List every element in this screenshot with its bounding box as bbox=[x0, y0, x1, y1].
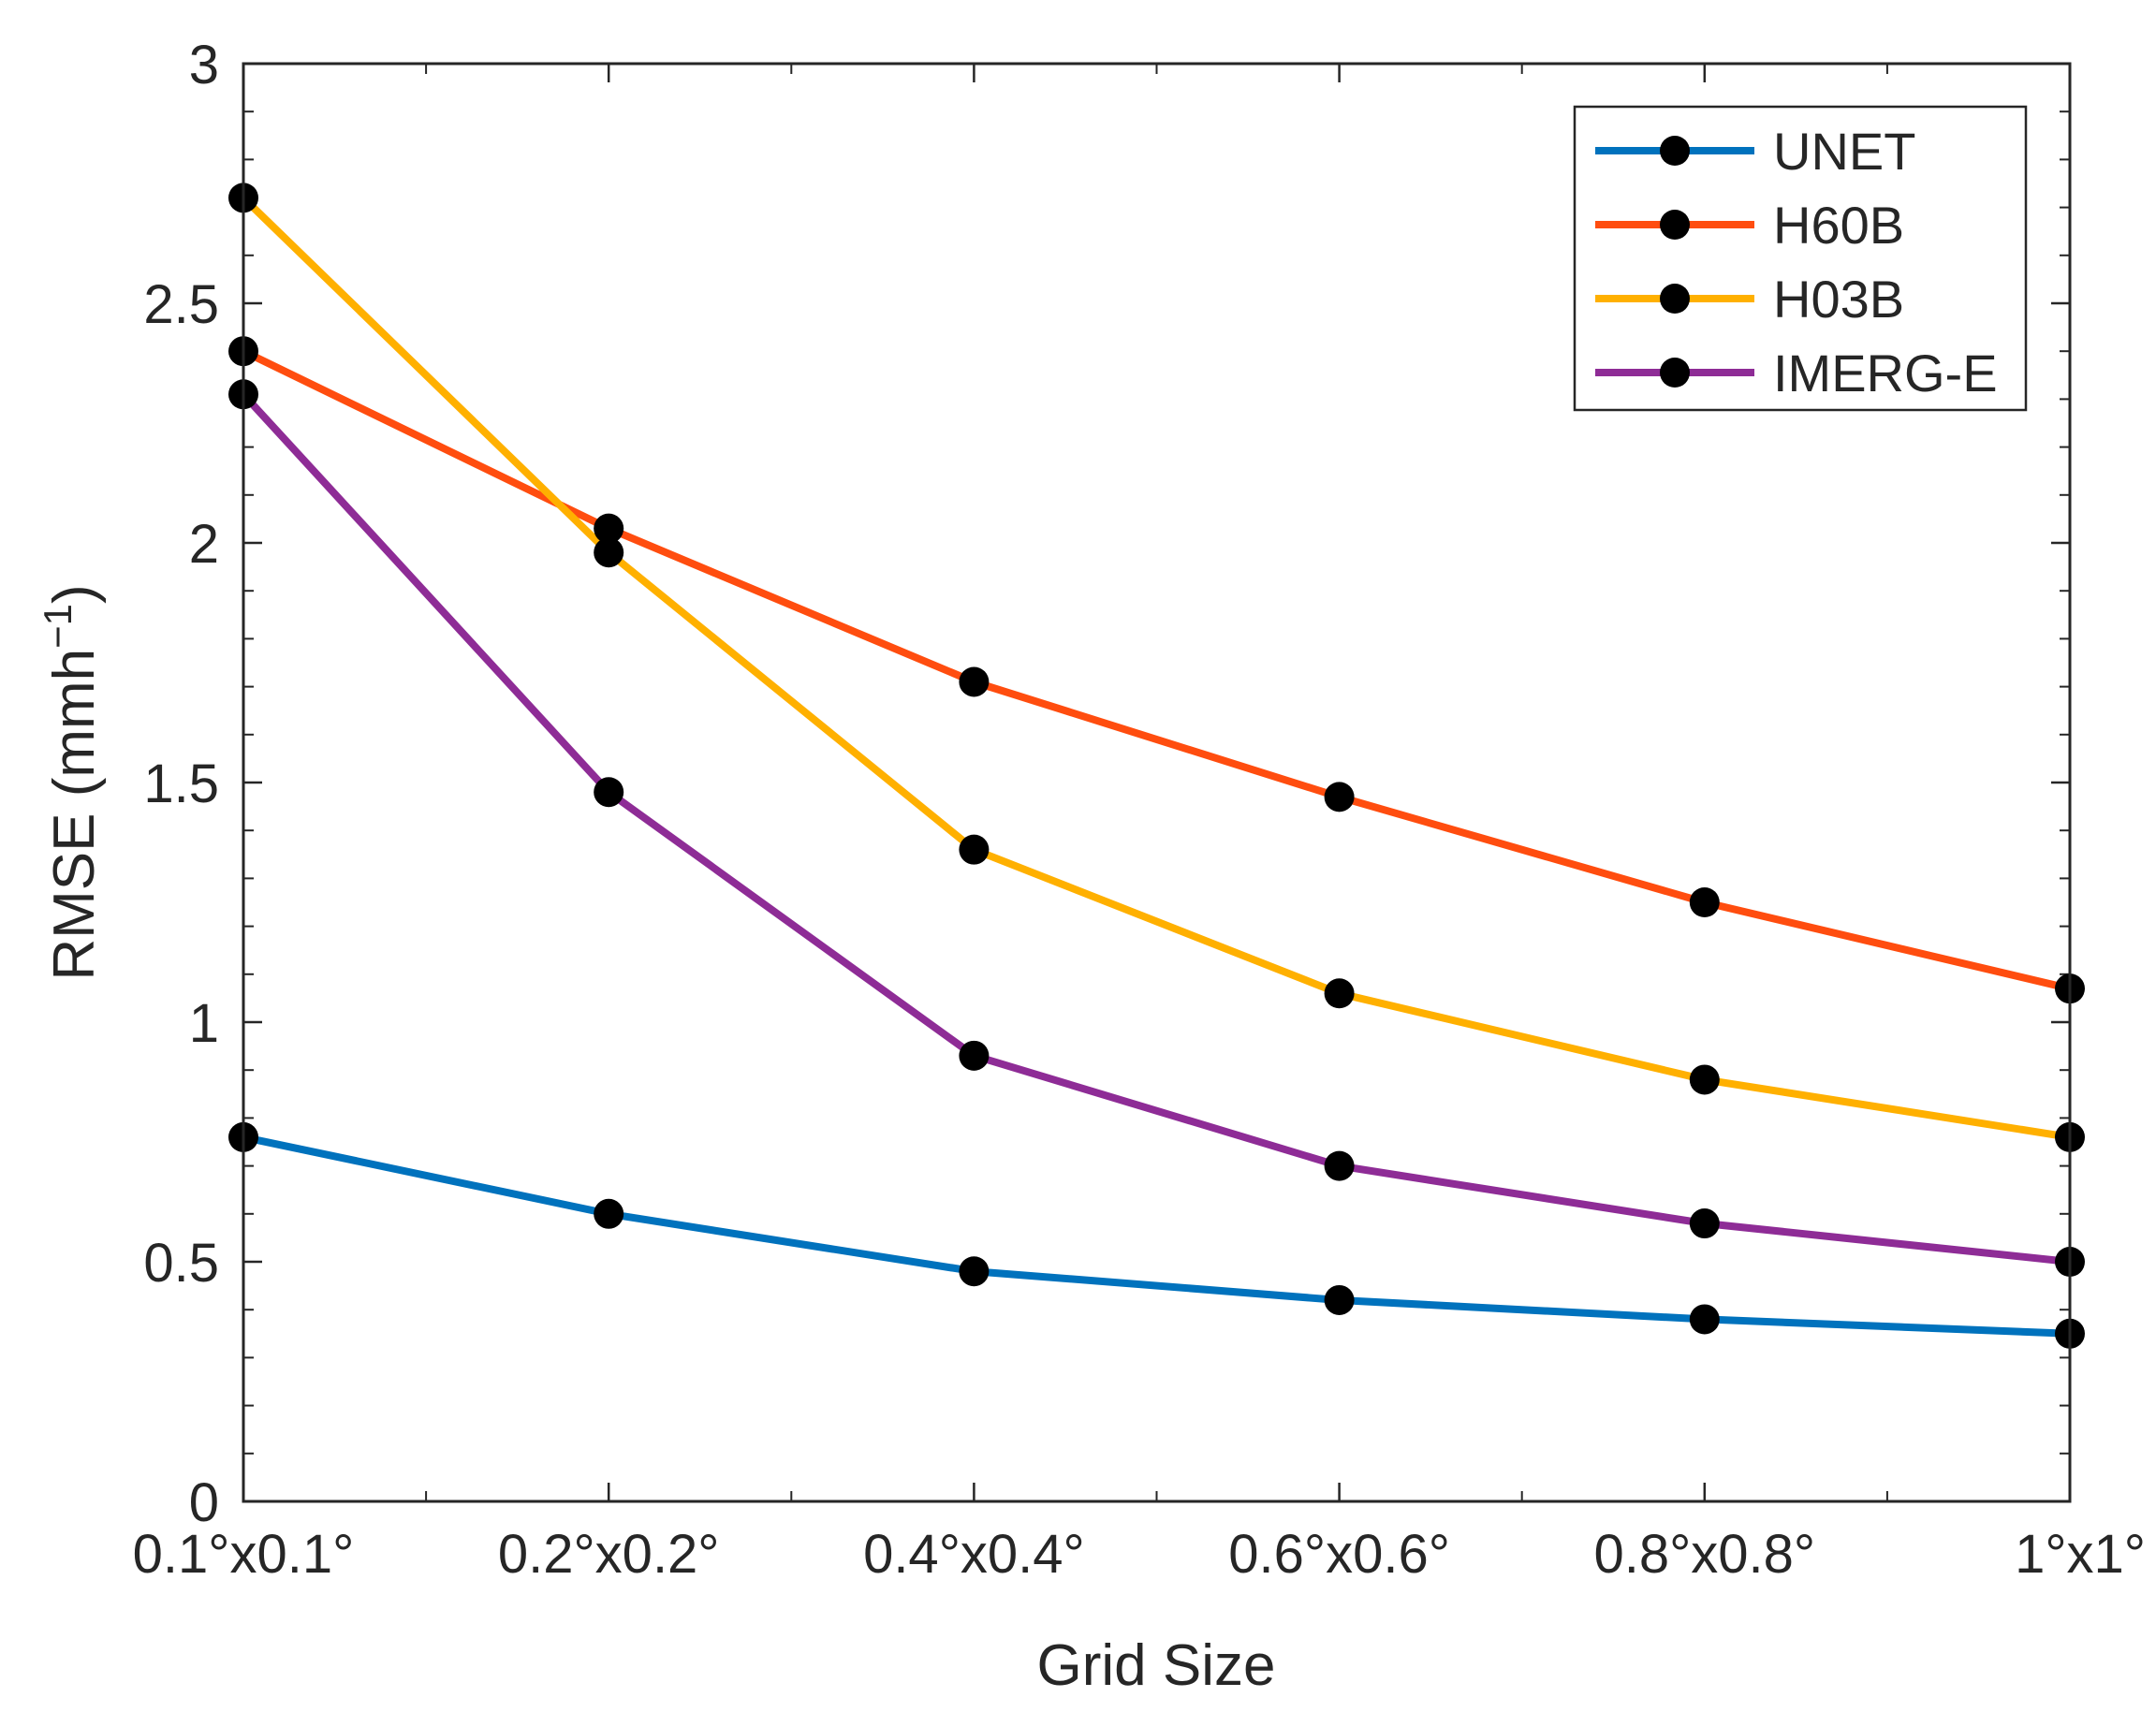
legend-marker-h03b bbox=[1660, 284, 1690, 314]
legend-marker-h60b bbox=[1660, 210, 1690, 240]
data-point-unet bbox=[959, 1256, 990, 1287]
y-tick-label: 3 bbox=[189, 35, 219, 95]
legend-marker-imerg-e bbox=[1660, 358, 1690, 388]
x-tick-label: 0.6°x0.6° bbox=[1228, 1524, 1450, 1585]
data-point-h03b bbox=[594, 537, 624, 568]
plot-ticks bbox=[242, 62, 2072, 1503]
data-point-h03b bbox=[959, 834, 990, 865]
data-point-h60b bbox=[594, 513, 624, 544]
series-line-h03b bbox=[240, 194, 2074, 1141]
x-tick-label: 0.1°x0.1° bbox=[133, 1524, 355, 1585]
legend-label-h03b: H03B bbox=[1773, 270, 1904, 329]
legend-label-imerg-e: IMERG-E bbox=[1773, 344, 1998, 402]
data-point-imerg-e bbox=[1324, 1150, 1355, 1181]
data-point-h60b bbox=[1324, 782, 1355, 812]
y-axis-title: RMSE (mmh−1) bbox=[36, 584, 107, 980]
y-tick-label: 2.5 bbox=[143, 274, 219, 335]
legend-marker-unet bbox=[1660, 136, 1690, 166]
y-axis-title-exponent: −1 bbox=[36, 604, 80, 649]
y-tick-label: 1 bbox=[189, 993, 219, 1054]
legend-label-h60b: H60B bbox=[1773, 196, 1904, 255]
plot-frame bbox=[242, 62, 2072, 1503]
x-tick-label: 0.8°x0.8° bbox=[1593, 1524, 1815, 1585]
axis-tick-labels: 0 0.5 1 1.5 2 2.5 3 0.1°x0.1° 0.2°x0.2° 0.4°x0.4°… bbox=[133, 35, 2146, 1585]
data-point-unet bbox=[1324, 1284, 1355, 1315]
data-point-unet bbox=[594, 1198, 624, 1229]
y-tick-label: 0 bbox=[189, 1472, 219, 1533]
x-tick-label: 0.4°x0.4° bbox=[863, 1524, 1085, 1585]
x-tick-label: 0.2°x0.2° bbox=[498, 1524, 720, 1585]
series-line-unet bbox=[240, 1133, 2074, 1338]
series-lines bbox=[240, 194, 2074, 1338]
data-point-h60b bbox=[959, 666, 990, 697]
data-point-h03b bbox=[1689, 1064, 1720, 1095]
x-axis-title: Grid Size bbox=[1037, 1633, 1276, 1698]
data-point-h60b bbox=[1689, 887, 1720, 917]
data-point-imerg-e bbox=[959, 1040, 990, 1071]
series-line-imerg-e bbox=[240, 390, 2074, 1266]
legend-box bbox=[1573, 105, 2028, 412]
legend-label-unet: UNET bbox=[1773, 122, 1915, 181]
series-line-h60b bbox=[240, 347, 2074, 993]
y-tick-label: 0.5 bbox=[143, 1233, 219, 1294]
y-tick-label: 2 bbox=[189, 514, 219, 575]
x-tick-label: 1°x1° bbox=[2015, 1524, 2146, 1585]
data-point-unet bbox=[1689, 1304, 1720, 1335]
data-point-imerg-e bbox=[1689, 1208, 1720, 1239]
legend: UNET H60B H03B IMERG-E bbox=[1573, 105, 2028, 412]
data-point-h03b bbox=[1324, 978, 1355, 1009]
y-axis-title-main: RMSE (mmh bbox=[42, 649, 107, 981]
y-tick-label: 1.5 bbox=[143, 754, 219, 814]
data-point-imerg-e bbox=[594, 777, 624, 808]
y-axis-title-close: ) bbox=[42, 584, 107, 604]
